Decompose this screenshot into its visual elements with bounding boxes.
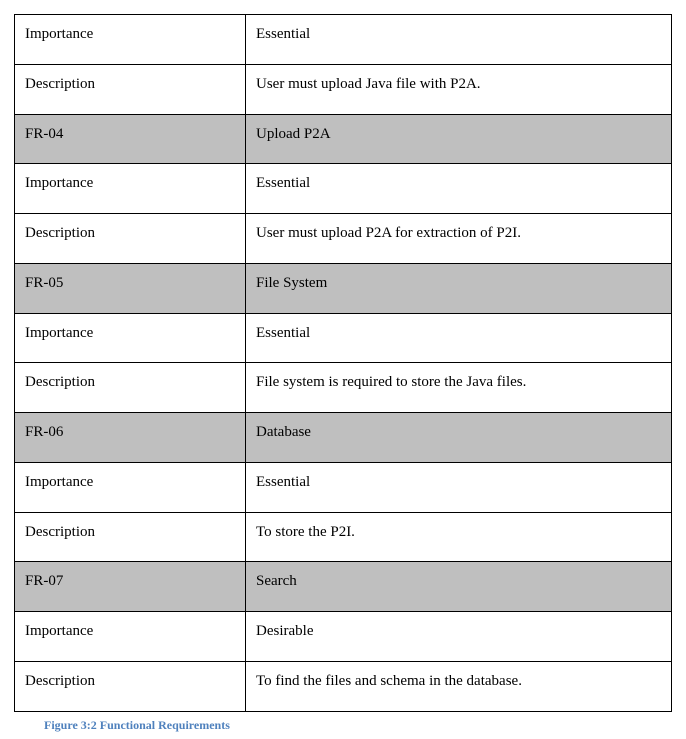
cell-value: User must upload Java file with P2A. bbox=[246, 64, 672, 114]
table-header-row: FR-05 File System bbox=[15, 263, 672, 313]
figure-caption: Figure 3:2 Functional Requirements bbox=[14, 712, 672, 733]
req-title: Search bbox=[246, 562, 672, 612]
req-title: Database bbox=[246, 413, 672, 463]
cell-label: Description bbox=[15, 661, 246, 711]
cell-value: Essential bbox=[246, 164, 672, 214]
table-row: Importance Essential bbox=[15, 313, 672, 363]
table-row: Importance Desirable bbox=[15, 612, 672, 662]
table-header-row: FR-06 Database bbox=[15, 413, 672, 463]
cell-value: To find the files and schema in the data… bbox=[246, 661, 672, 711]
cell-value: Essential bbox=[246, 313, 672, 363]
cell-value: To store the P2I. bbox=[246, 512, 672, 562]
req-id: FR-05 bbox=[15, 263, 246, 313]
req-id: FR-06 bbox=[15, 413, 246, 463]
table-row: Description User must upload Java file w… bbox=[15, 64, 672, 114]
table-row: Importance Essential bbox=[15, 164, 672, 214]
cell-label: Importance bbox=[15, 462, 246, 512]
req-title: File System bbox=[246, 263, 672, 313]
cell-value: User must upload P2A for extraction of P… bbox=[246, 214, 672, 264]
cell-value: Desirable bbox=[246, 612, 672, 662]
table-row: Importance Essential bbox=[15, 15, 672, 65]
cell-label: Importance bbox=[15, 313, 246, 363]
table-header-row: FR-04 Upload P2A bbox=[15, 114, 672, 164]
cell-label: Importance bbox=[15, 164, 246, 214]
cell-label: Description bbox=[15, 64, 246, 114]
cell-label: Importance bbox=[15, 15, 246, 65]
cell-label: Description bbox=[15, 512, 246, 562]
table-row: Importance Essential bbox=[15, 462, 672, 512]
cell-label: Importance bbox=[15, 612, 246, 662]
cell-value: File system is required to store the Jav… bbox=[246, 363, 672, 413]
req-id: FR-04 bbox=[15, 114, 246, 164]
table-row: Description To find the files and schema… bbox=[15, 661, 672, 711]
cell-label: Description bbox=[15, 214, 246, 264]
table-row: Description To store the P2I. bbox=[15, 512, 672, 562]
req-id: FR-07 bbox=[15, 562, 246, 612]
requirements-table: Importance Essential Description User mu… bbox=[14, 14, 672, 712]
table-row: Description File system is required to s… bbox=[15, 363, 672, 413]
cell-value: Essential bbox=[246, 15, 672, 65]
requirements-tbody: Importance Essential Description User mu… bbox=[15, 15, 672, 712]
cell-value: Essential bbox=[246, 462, 672, 512]
table-header-row: FR-07 Search bbox=[15, 562, 672, 612]
cell-label: Description bbox=[15, 363, 246, 413]
req-title: Upload P2A bbox=[246, 114, 672, 164]
table-row: Description User must upload P2A for ext… bbox=[15, 214, 672, 264]
